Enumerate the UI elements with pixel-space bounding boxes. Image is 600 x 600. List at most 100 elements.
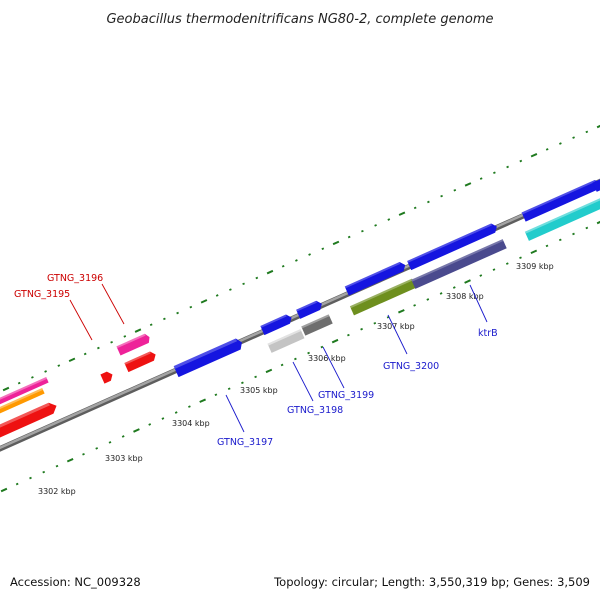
minor-tick xyxy=(426,298,430,301)
leader-gtng-3198 xyxy=(292,361,314,402)
minor-tick xyxy=(572,136,575,139)
minor-tick xyxy=(255,276,259,280)
minor-tick xyxy=(294,357,297,361)
minor-tick xyxy=(29,476,32,480)
kbp-labels: 3302 kbp 3303 kbp 3304 kbp 3305 kbp 3306… xyxy=(38,262,554,496)
gene-gtng-3200[interactable] xyxy=(349,278,417,316)
major-tick xyxy=(530,152,538,158)
gene-feature[interactable] xyxy=(524,195,600,241)
minor-tick xyxy=(227,387,231,391)
minor-tick xyxy=(188,405,191,408)
gene-gtng-3199[interactable] xyxy=(301,314,333,336)
label-gtng-3196[interactable]: GTNG_3196 xyxy=(47,273,103,284)
label-gtng-3200[interactable]: GTNG_3200 xyxy=(383,361,439,372)
minor-tick xyxy=(519,256,522,260)
minor-tick xyxy=(347,235,351,239)
label-gtng-3195[interactable]: GTNG_3195 xyxy=(14,289,70,300)
minor-tick xyxy=(229,288,232,291)
minor-tick xyxy=(82,452,85,456)
gene-ktrb[interactable] xyxy=(411,239,507,289)
gene-track xyxy=(0,176,600,444)
minor-tick xyxy=(413,206,417,210)
gene-gtng-3198[interactable] xyxy=(267,329,305,353)
major-tick xyxy=(265,368,273,374)
gene-feature[interactable] xyxy=(0,377,49,407)
major-tick xyxy=(464,279,471,284)
minor-tick xyxy=(44,370,47,373)
minor-tick xyxy=(519,159,523,163)
minor-tick xyxy=(280,363,284,367)
gene-feature[interactable] xyxy=(344,260,408,296)
minor-tick xyxy=(492,268,496,271)
minor-tick xyxy=(479,274,483,277)
gene-feature[interactable] xyxy=(407,222,499,271)
major-tick xyxy=(2,386,10,392)
minor-tick xyxy=(97,346,100,350)
minor-tick xyxy=(413,304,416,307)
minor-tick xyxy=(161,417,165,420)
label-gtng-3197[interactable]: GTNG_3197 xyxy=(217,437,273,448)
inner-tick-row xyxy=(0,220,600,493)
major-tick xyxy=(596,220,600,225)
minor-tick xyxy=(95,447,99,450)
major-tick xyxy=(398,211,406,216)
major-tick xyxy=(66,457,74,463)
minor-tick xyxy=(427,200,430,204)
gene-feature[interactable] xyxy=(592,176,600,192)
leader-gtng-3200 xyxy=(387,314,408,355)
major-tick xyxy=(596,124,600,129)
minor-tick xyxy=(585,130,589,134)
minor-tick xyxy=(361,229,364,233)
minor-tick xyxy=(163,317,166,321)
kbp-label: 3304 kbp xyxy=(172,419,210,428)
gene-feature[interactable] xyxy=(296,299,324,319)
leader-ktrb xyxy=(469,284,488,323)
genome-title: Geobacillus thermodenitrificans NG80-2, … xyxy=(106,12,493,27)
gene-gtng-3197[interactable] xyxy=(173,337,245,378)
major-tick xyxy=(0,487,8,493)
label-ktrb[interactable]: ktrB xyxy=(478,328,498,339)
gene-feature[interactable] xyxy=(0,388,45,418)
minor-tick xyxy=(493,171,496,175)
minor-tick xyxy=(176,311,179,315)
gene-feature[interactable] xyxy=(260,313,293,336)
gene-feature[interactable] xyxy=(0,400,59,444)
minor-tick xyxy=(83,352,87,356)
gene-feature[interactable] xyxy=(124,350,157,373)
minor-tick xyxy=(189,305,193,309)
kbp-label: 3307 kbp xyxy=(377,322,415,331)
label-gtng-3199[interactable]: GTNG_3199 xyxy=(318,390,374,401)
leader-gtng-3195 xyxy=(69,299,93,341)
minor-tick xyxy=(308,253,311,256)
minor-tick xyxy=(479,177,483,180)
label-gtng-3198[interactable]: GTNG_3198 xyxy=(287,405,343,416)
minor-tick xyxy=(121,435,125,438)
major-tick xyxy=(331,338,339,344)
minor-tick xyxy=(254,375,257,379)
minor-tick xyxy=(110,340,113,344)
minor-tick xyxy=(439,292,443,295)
major-tick xyxy=(200,299,208,304)
minor-tick xyxy=(149,323,153,327)
major-tick xyxy=(397,309,405,314)
outer-tick-row xyxy=(2,124,600,392)
minor-tick xyxy=(15,482,19,486)
minor-tick xyxy=(453,188,457,192)
minor-tick xyxy=(148,423,152,426)
kbp-label: 3305 kbp xyxy=(240,386,278,395)
minor-tick xyxy=(360,327,364,331)
minor-tick xyxy=(321,247,325,251)
major-tick xyxy=(134,328,142,333)
gene-gtng-3196[interactable] xyxy=(116,333,151,356)
minor-tick xyxy=(347,333,350,337)
minor-tick xyxy=(558,238,562,242)
minor-tick xyxy=(123,335,127,338)
topology-text: Topology: circular; Length: 3,550,319 bp… xyxy=(273,575,590,589)
gene-gtng-3195[interactable] xyxy=(100,370,114,384)
minor-tick xyxy=(572,232,575,236)
minor-tick xyxy=(585,226,589,230)
minor-tick xyxy=(174,411,178,414)
gene-feature[interactable] xyxy=(521,178,600,222)
minor-tick xyxy=(242,282,245,286)
